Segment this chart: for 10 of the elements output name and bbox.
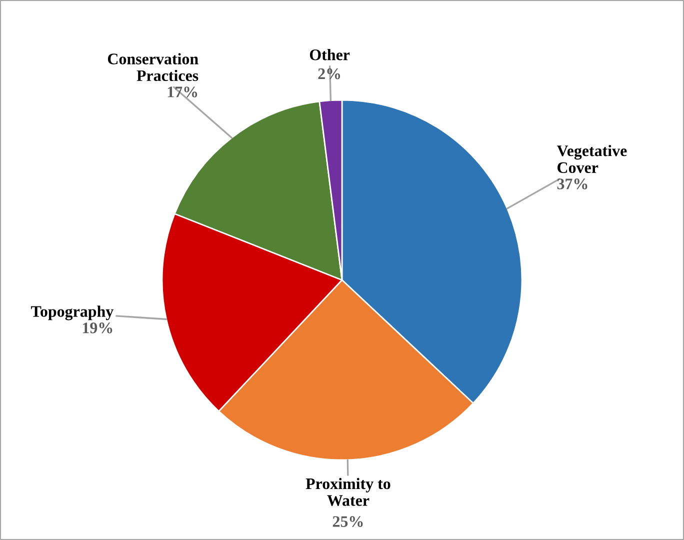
slice-label: Conservation Practices xyxy=(108,53,198,82)
data-label: 25% xyxy=(332,516,363,527)
data-label: 19% xyxy=(82,322,112,334)
slice-label: Other xyxy=(310,49,350,60)
slice-label: Proximity to Water xyxy=(306,478,390,506)
data-label: 17% xyxy=(168,86,198,98)
slice-label: Topography xyxy=(31,306,114,320)
slice-label: Vegetative Cover xyxy=(556,144,627,174)
data-label: 37% xyxy=(557,178,588,190)
data-label: 2% xyxy=(318,68,340,80)
